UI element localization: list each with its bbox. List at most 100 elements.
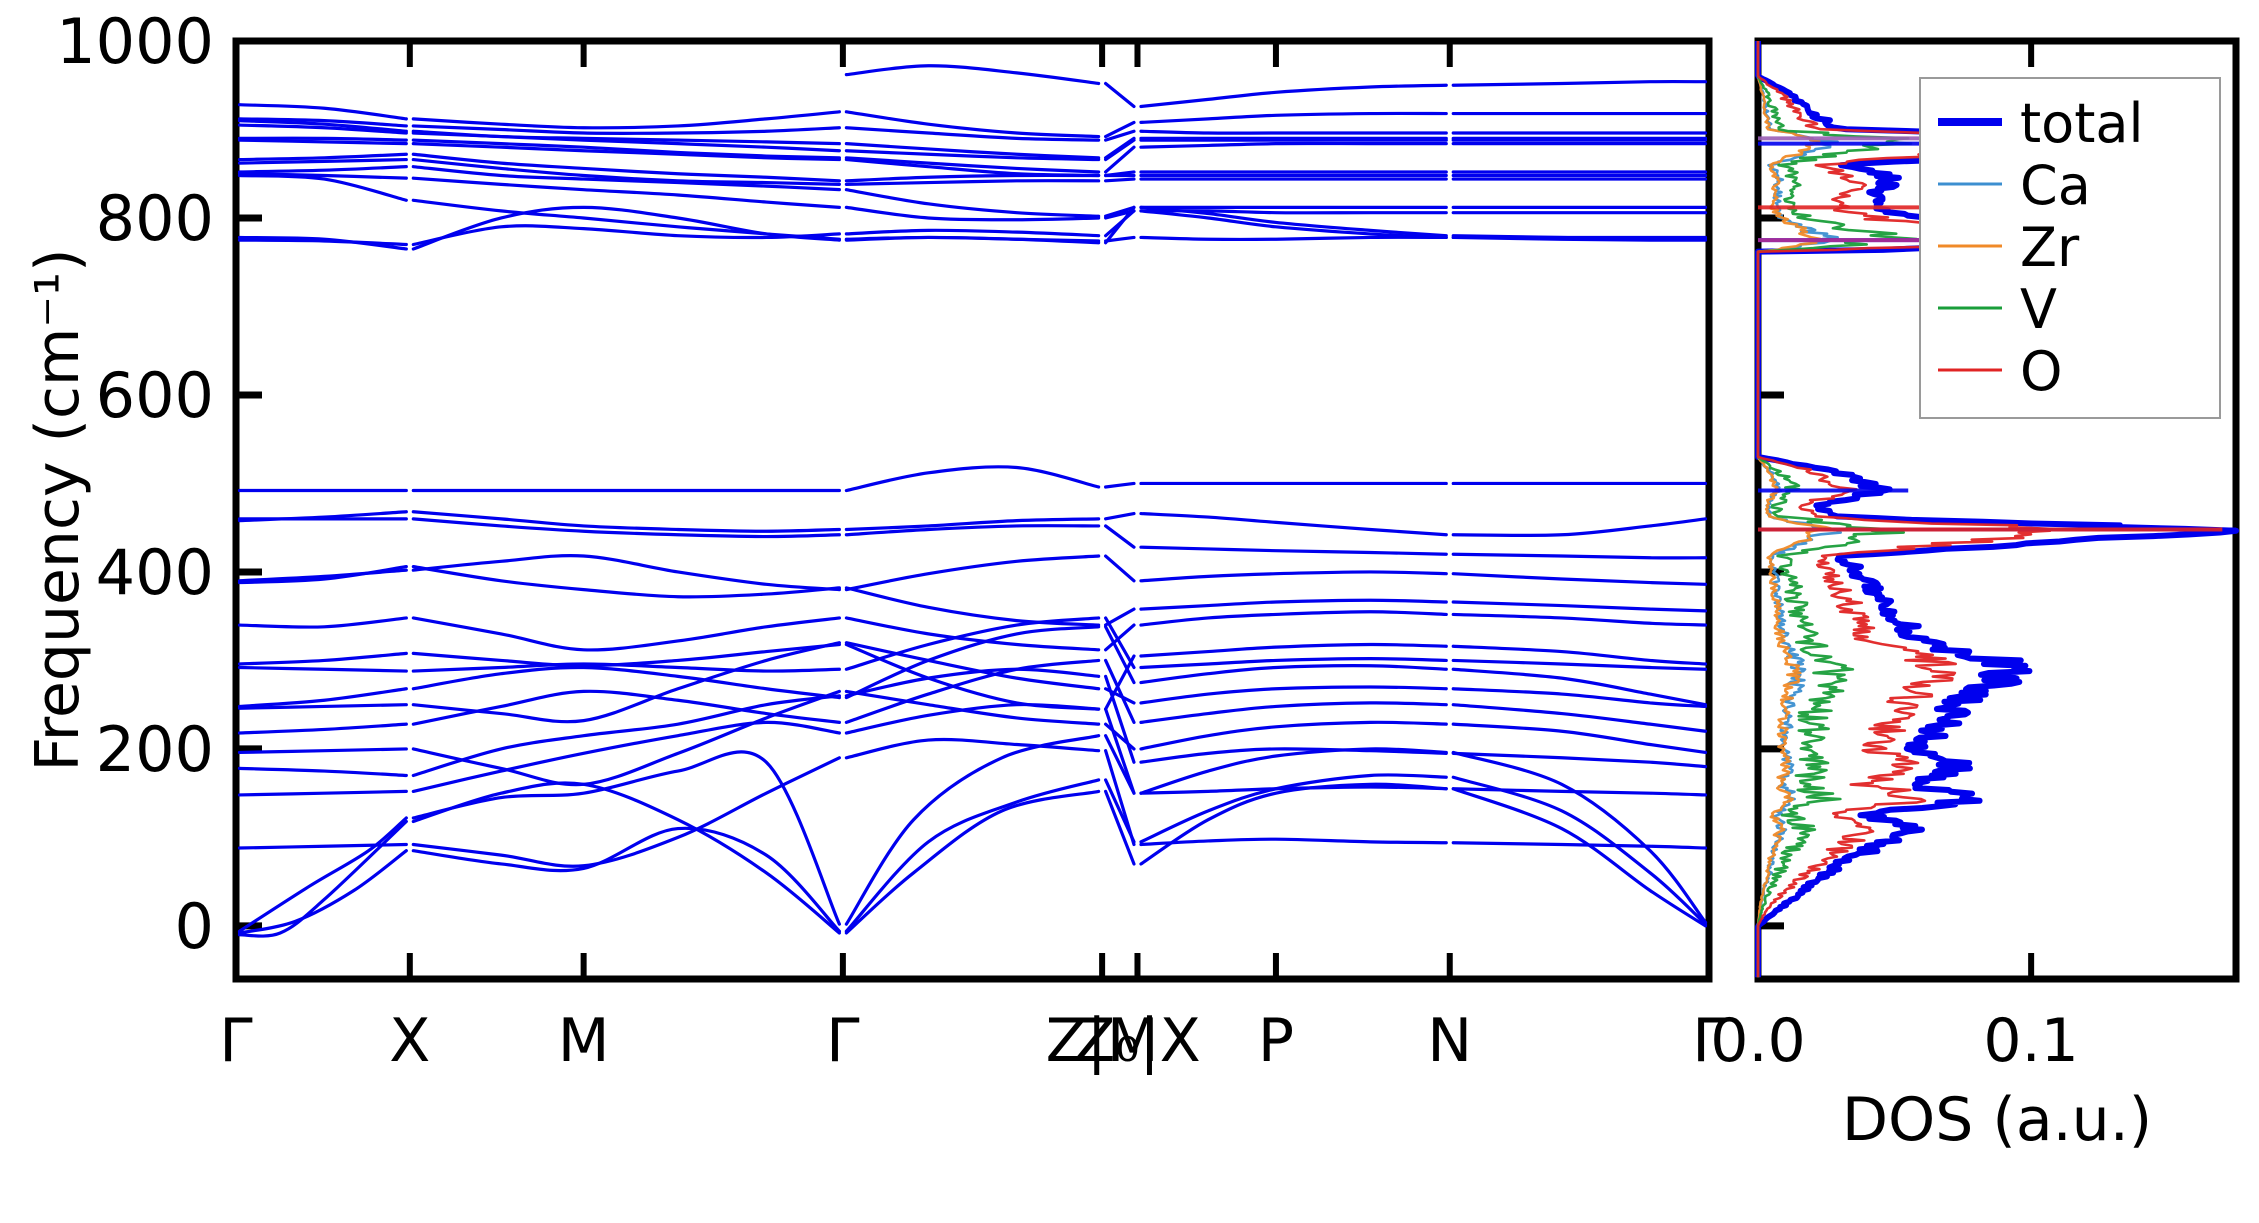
band-branch <box>844 142 1101 160</box>
band-branch <box>237 138 408 146</box>
band-branch <box>1451 787 1708 797</box>
band-branch <box>237 766 408 778</box>
x-tick-label: X <box>389 1006 430 1076</box>
band-y-ticks <box>236 37 262 930</box>
band-branch <box>1451 517 1708 538</box>
y-tick-label: 800 <box>96 182 214 255</box>
band-branch <box>237 816 408 933</box>
band-branch <box>1104 707 1136 795</box>
y-axis-label: Frequency (cm⁻¹) <box>23 248 93 771</box>
band-branch <box>237 665 408 673</box>
band-branch <box>1104 749 1136 847</box>
band-branch <box>1451 841 1708 850</box>
band-branch <box>1104 654 1136 711</box>
band-branch <box>844 667 1101 698</box>
band-branch <box>844 625 1101 700</box>
band-branch <box>1104 511 1136 521</box>
dos-axis-label: DOS (a.u.) <box>1842 1085 2152 1155</box>
band-branch <box>411 616 841 652</box>
band-branch <box>411 110 841 130</box>
legend-label-O: O <box>2020 340 2063 403</box>
band-branch <box>237 172 408 180</box>
band-branch <box>411 689 841 787</box>
band-x-ticks <box>233 41 1712 979</box>
band-branch <box>411 694 841 778</box>
band-branch <box>1451 751 1708 769</box>
band-branch <box>237 842 408 850</box>
band-branch <box>844 734 1101 926</box>
band-branch <box>237 687 408 709</box>
band-branch <box>237 819 408 938</box>
band-branch <box>1139 685 1448 705</box>
legend-box <box>1919 77 2221 419</box>
band-branch <box>1139 747 1448 764</box>
band-branch <box>1139 701 1448 724</box>
band-branch <box>411 641 841 724</box>
band-branch <box>411 157 841 186</box>
band-branch <box>1104 658 1136 724</box>
band-branch <box>1104 616 1136 670</box>
band-branch <box>237 722 408 735</box>
band-branch <box>844 126 1101 142</box>
band-x-tick-labels: Γ X M Γ Z|MZ₀|X P N Γ <box>219 1006 1726 1076</box>
x-tick-label: Z₀|X <box>1074 1006 1200 1076</box>
band-branch <box>844 205 1101 222</box>
band-branch <box>1104 554 1136 583</box>
band-branch <box>1451 658 1708 671</box>
band-branch <box>1451 600 1708 613</box>
band-branch <box>844 689 1101 726</box>
band-branch <box>411 176 841 209</box>
x-tick-label: Γ <box>826 1006 860 1076</box>
band-branch <box>1139 570 1448 583</box>
band-branch <box>1139 235 1448 242</box>
y-tick-label: 200 <box>96 713 214 786</box>
band-branch <box>1139 545 1448 556</box>
band-branch <box>237 616 408 629</box>
y-tick-label: 400 <box>96 536 214 609</box>
band-branch <box>237 173 408 202</box>
band-branch <box>844 465 1101 493</box>
band-branch <box>237 238 408 247</box>
dos-x-tick-label: 0.0 <box>1710 1006 1805 1076</box>
band-branch <box>237 568 408 583</box>
x-tick-label: Z|M <box>1046 1006 1159 1076</box>
band-branch <box>1104 170 1136 178</box>
band-branch <box>1104 81 1136 109</box>
band-branch <box>844 188 1101 218</box>
legend-label-V: V <box>2020 278 2057 341</box>
band-branch <box>237 103 408 121</box>
band-branch <box>1139 141 1448 149</box>
band-branch <box>844 157 1101 178</box>
band-branch <box>237 849 408 935</box>
band-branch <box>237 747 408 755</box>
band-branch <box>1451 644 1708 666</box>
band-branch <box>411 224 841 247</box>
band-branch <box>1451 722 1708 755</box>
band-branch <box>844 110 1101 139</box>
band-branch <box>1139 782 1448 866</box>
band-branch <box>844 554 1101 592</box>
band-branch <box>1104 235 1136 243</box>
band-branch <box>844 149 1101 162</box>
band-branch <box>1139 129 1448 135</box>
band-branch <box>1104 524 1136 549</box>
x-tick-label: P <box>1258 1006 1294 1076</box>
band-branch <box>844 737 1101 760</box>
band-branch <box>1451 750 1708 924</box>
band-branch <box>411 517 841 539</box>
band-branch <box>237 152 408 162</box>
band-branch <box>844 789 1101 935</box>
band-branch <box>411 138 841 160</box>
band-branch <box>1104 687 1136 705</box>
band-branch <box>1104 136 1136 160</box>
band-branch <box>237 117 408 128</box>
x-tick-label: Γ <box>1692 1006 1726 1076</box>
band-branch <box>237 119 408 133</box>
y-tick-label: 0 <box>175 890 214 963</box>
legend-label-total: total <box>2020 92 2143 155</box>
band-branch <box>1139 642 1448 658</box>
band-branch <box>237 703 408 710</box>
band-branch <box>1451 612 1708 627</box>
band-branch <box>1139 664 1448 685</box>
